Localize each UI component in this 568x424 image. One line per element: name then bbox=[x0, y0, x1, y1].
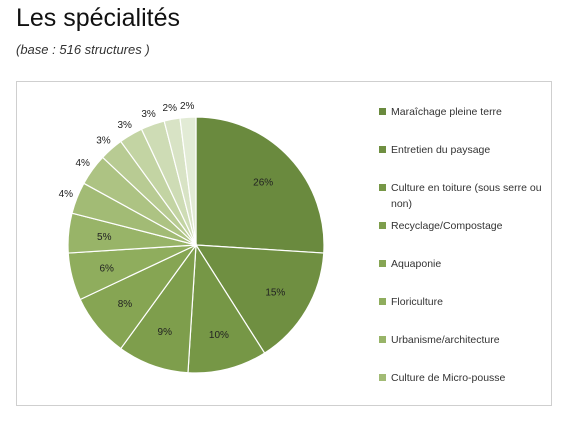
slice-label-8: 4% bbox=[76, 158, 91, 169]
legend-swatch-6 bbox=[379, 336, 386, 343]
slice-label-13: 2% bbox=[180, 101, 195, 112]
legend-label-3: Recyclage/Compostage bbox=[391, 220, 503, 232]
legend-swatch-3 bbox=[379, 222, 386, 229]
legend-swatch-4 bbox=[379, 260, 386, 267]
legend-label-2: Culture en toiture (sous serre ou non) bbox=[391, 182, 542, 210]
legend-label-7: Culture de Micro-pousse bbox=[391, 372, 506, 384]
legend-label-4: Aquaponie bbox=[391, 258, 442, 270]
legend-label-6: Urbanisme/architecture bbox=[391, 334, 500, 346]
slice-label-11: 3% bbox=[141, 109, 156, 120]
legend-label-1: Entretien du paysage bbox=[391, 144, 491, 156]
legend-swatch-0 bbox=[379, 108, 386, 115]
slice-label-6: 5% bbox=[97, 232, 112, 243]
pie-slice-13 bbox=[179, 116, 197, 246]
legend-swatch-2 bbox=[379, 184, 386, 191]
slice-label-10: 3% bbox=[118, 120, 133, 131]
slice-label-12: 2% bbox=[163, 103, 178, 114]
pie-chart: 26% 15% 10% 9% 8% 6% 5% 4% 4% 3% 3% 3% 2% 2% bbox=[59, 101, 325, 374]
pie-slice-0 bbox=[195, 116, 325, 254]
slice-label-0: 26% bbox=[253, 177, 273, 188]
legend-swatch-1 bbox=[379, 146, 386, 153]
legend-swatch-5 bbox=[379, 298, 386, 305]
chart-container: 26% 15% 10% 9% 8% 6% 5% 4% 4% 3% 3% 3% 2% 2% Maraîcha… bbox=[16, 81, 552, 406]
pie-slice-2 bbox=[187, 243, 266, 374]
page-title: Les spécialités bbox=[16, 4, 180, 32]
legend-label-0: Maraîchage pleine terre bbox=[391, 106, 502, 118]
slice-label-1: 15% bbox=[265, 287, 285, 298]
slice-label-3: 9% bbox=[158, 327, 173, 338]
legend-swatch-7 bbox=[379, 374, 386, 381]
slice-label-9: 3% bbox=[96, 135, 111, 146]
slice-label-5: 6% bbox=[100, 263, 115, 274]
slice-label-7: 4% bbox=[59, 189, 74, 200]
pie-slice-1 bbox=[194, 244, 325, 354]
legend-label-5: Floriculture bbox=[391, 296, 443, 308]
slice-label-2: 10% bbox=[209, 330, 229, 341]
page-subtitle: (base : 516 structures ) bbox=[16, 42, 150, 57]
slice-label-4: 8% bbox=[118, 299, 133, 310]
